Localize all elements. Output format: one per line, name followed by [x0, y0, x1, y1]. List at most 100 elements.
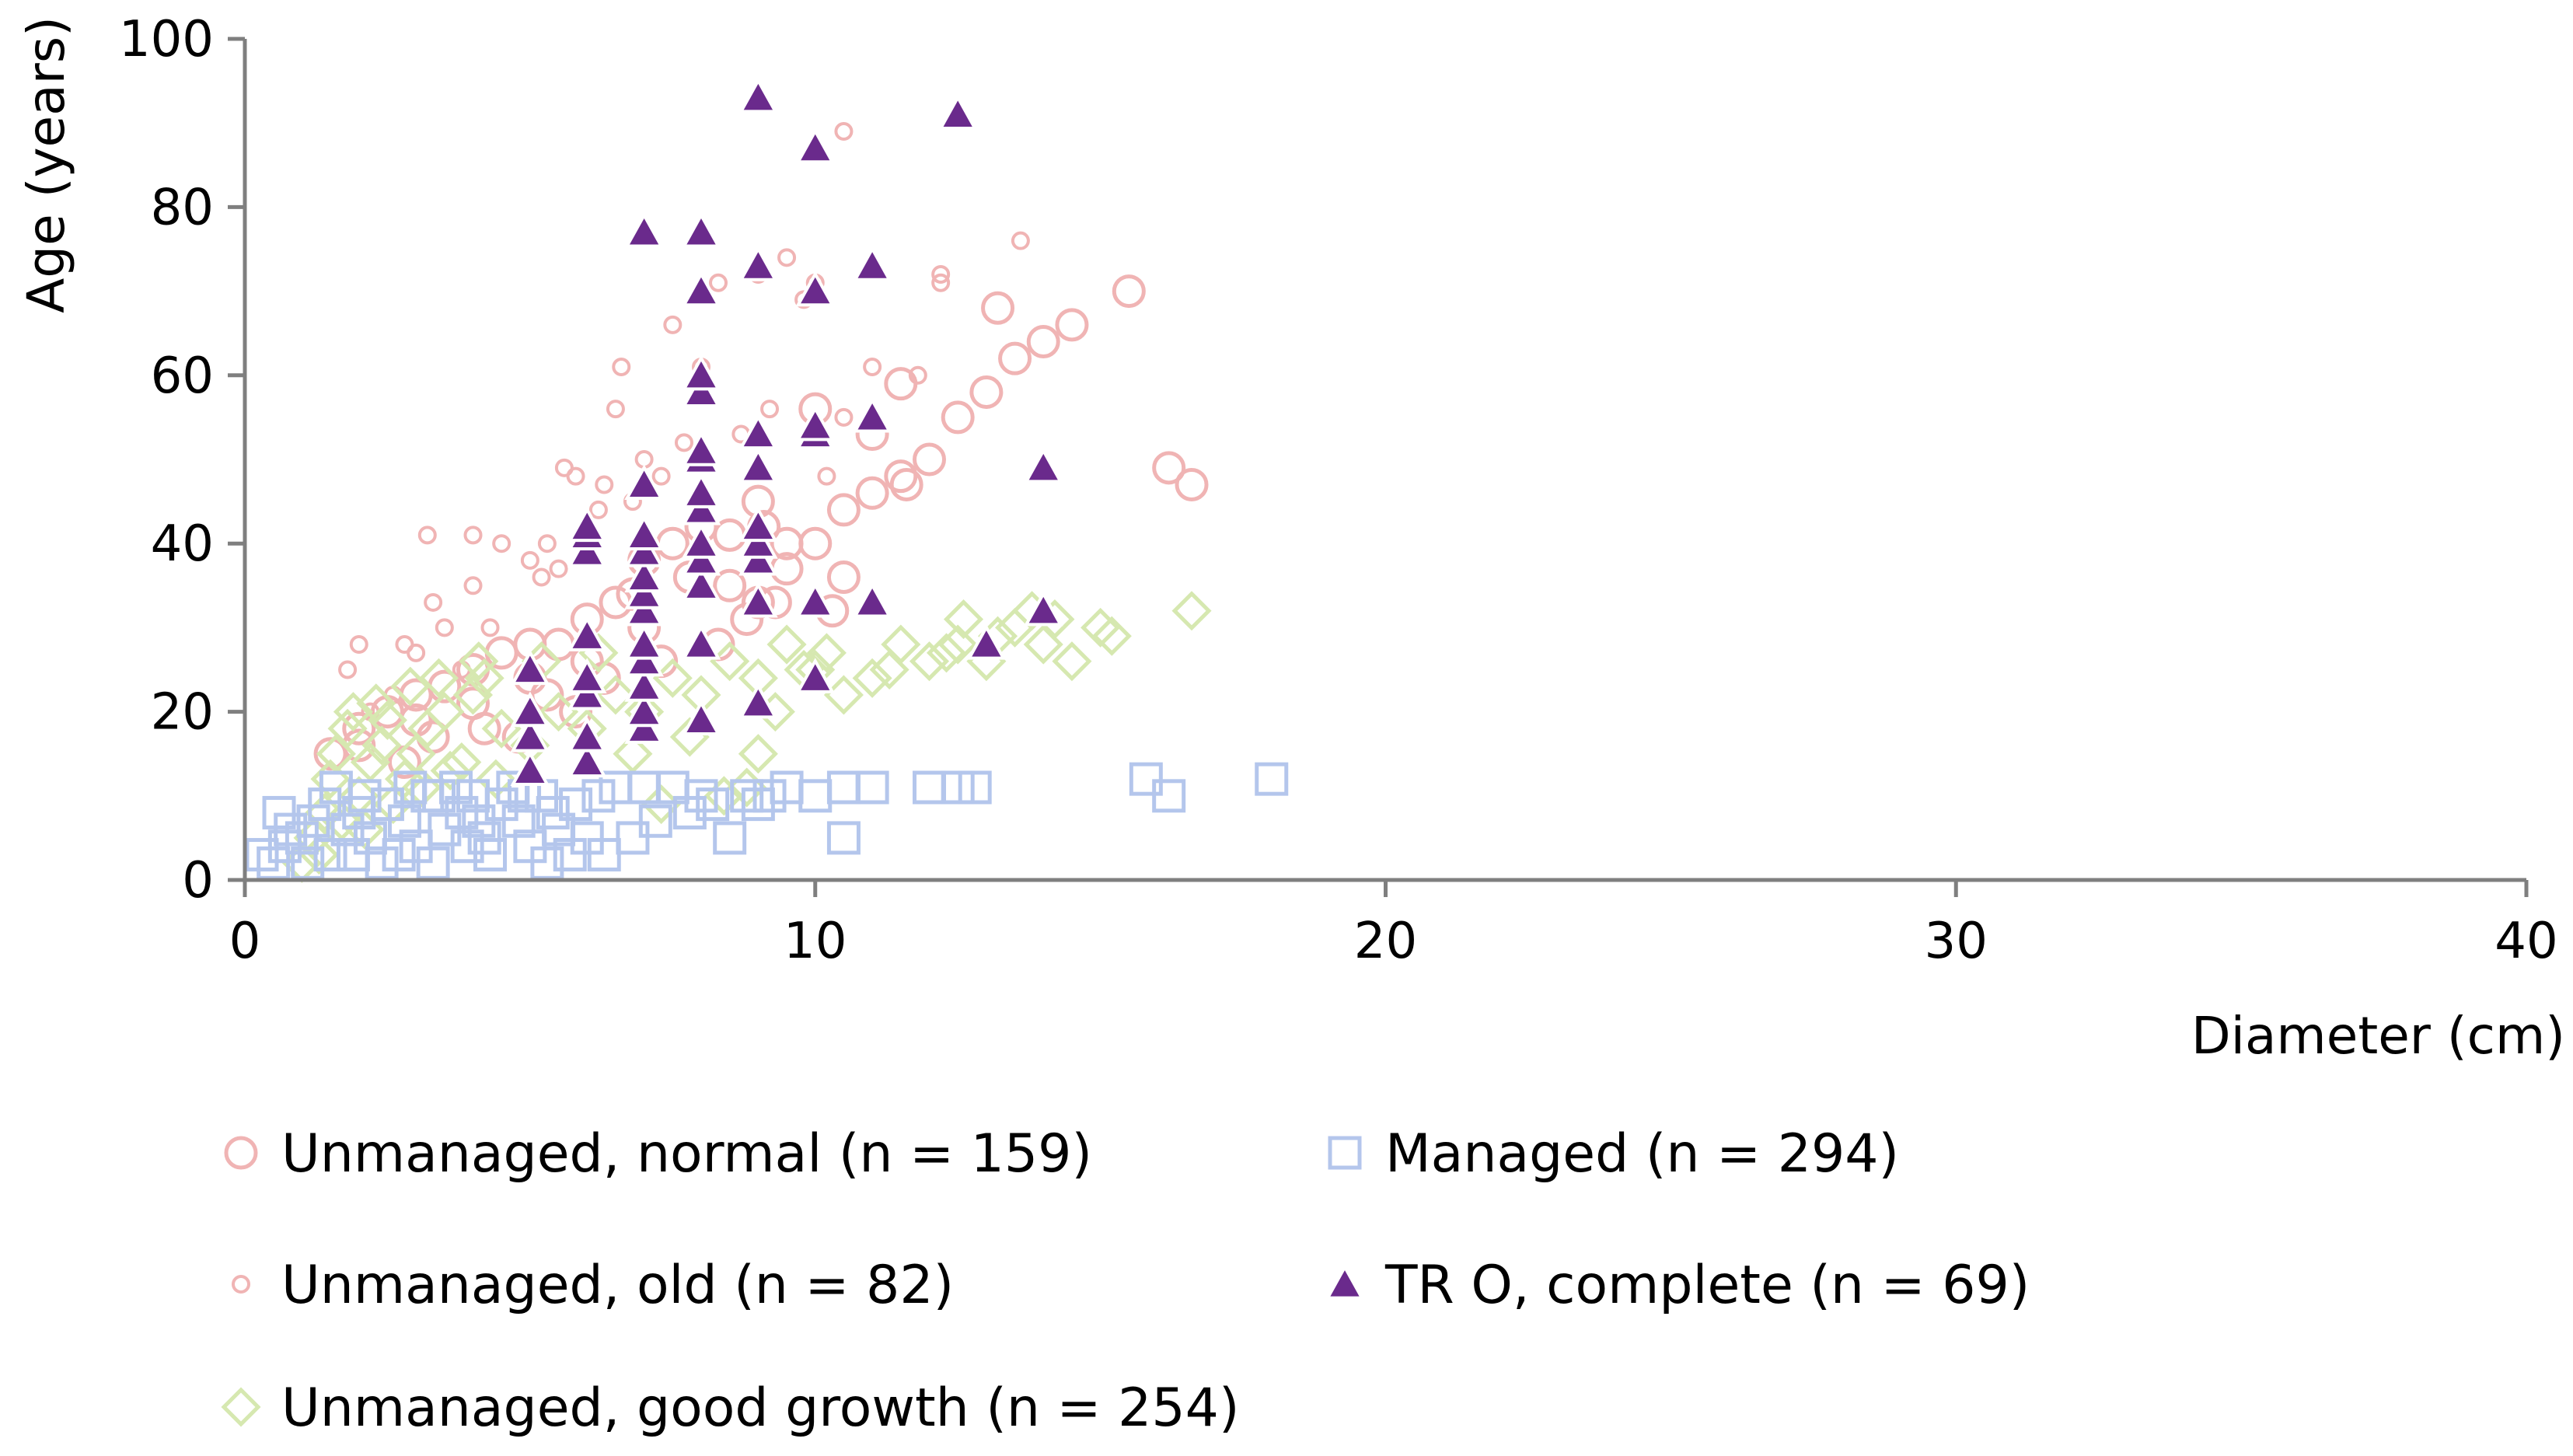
point-managed [267, 829, 302, 864]
point-good [881, 624, 921, 665]
point-tro [624, 557, 665, 593]
point-managed [467, 821, 501, 855]
point-tro [738, 414, 778, 450]
point-managed [365, 846, 399, 880]
point-managed [913, 770, 946, 805]
point-normal [941, 400, 975, 435]
point-managed [513, 829, 547, 864]
point-managed [382, 838, 416, 872]
point-tro [510, 649, 550, 686]
point-managed [308, 787, 342, 822]
point-managed [1129, 762, 1163, 796]
point-tro [795, 581, 836, 618]
point-tro [567, 716, 607, 752]
point-normal [1026, 325, 1060, 359]
point-old [566, 466, 585, 486]
point-managed [826, 821, 861, 855]
point-tro [624, 515, 665, 550]
legend-marker-normal [224, 1136, 258, 1170]
point-tro [681, 523, 721, 559]
point-managed [638, 804, 672, 838]
point-normal [467, 711, 501, 745]
point-old [817, 466, 836, 486]
point-managed [496, 770, 530, 805]
point-old [595, 475, 614, 494]
point-old [537, 534, 557, 553]
point-normal [542, 627, 576, 662]
point-old [908, 365, 927, 385]
point-managed [370, 787, 404, 822]
point-good [333, 692, 373, 732]
y-tick-label: 20 [151, 684, 214, 742]
point-managed [770, 770, 804, 805]
y-axis-title: Age (years) [16, 16, 76, 313]
point-good [652, 658, 693, 698]
point-managed [462, 804, 496, 838]
point-old [492, 534, 511, 553]
point-good [452, 675, 494, 715]
point-good [418, 658, 459, 698]
point-managed [941, 770, 975, 805]
point-managed [484, 787, 518, 822]
point-old [349, 635, 368, 655]
point-tro [795, 271, 836, 307]
point-old [777, 248, 797, 267]
point-managed [438, 770, 473, 805]
point-tro [738, 506, 778, 543]
point-good [1091, 616, 1132, 656]
point-tro [1023, 590, 1063, 627]
x-tick-label: 10 [784, 913, 847, 970]
x-tick-label: 20 [1354, 913, 1417, 970]
point-good [995, 607, 1035, 648]
point-tro [510, 716, 550, 752]
point-good [1171, 591, 1212, 631]
point-tro [681, 565, 721, 601]
point-good [943, 599, 984, 640]
point-tro [567, 742, 607, 778]
point-old [931, 264, 951, 284]
point-tro [795, 127, 836, 164]
point-good [766, 624, 807, 665]
point-normal [981, 291, 1015, 325]
y-tick-label: 0 [182, 852, 214, 910]
point-normal [1175, 467, 1209, 501]
point-old [760, 400, 780, 419]
point-managed [730, 779, 764, 813]
point-managed [855, 770, 889, 805]
point-managed [627, 770, 662, 805]
legend-marker-managed [1328, 1136, 1362, 1170]
point-managed [587, 838, 621, 872]
point-managed [257, 846, 291, 880]
point-old [709, 273, 728, 292]
point-tro [937, 94, 978, 130]
point-managed [616, 821, 650, 855]
point-tro [738, 581, 778, 618]
point-old [520, 550, 539, 570]
point-normal [969, 375, 1004, 409]
point-managed [672, 795, 707, 829]
y-tick-label: 60 [151, 347, 214, 405]
point-tro [1023, 447, 1063, 484]
point-managed [245, 838, 279, 872]
point-tro [624, 691, 665, 728]
point-good [361, 725, 402, 766]
y-tick-label: 40 [151, 515, 214, 573]
point-tro [567, 506, 607, 543]
point-managed [274, 812, 308, 847]
point-old [480, 618, 500, 637]
point-managed [696, 787, 730, 822]
point-tro [681, 431, 721, 466]
point-old [435, 618, 454, 637]
point-managed [559, 787, 593, 822]
point-good [937, 624, 978, 665]
point-managed [473, 838, 508, 872]
point-tro [852, 581, 892, 618]
point-normal [342, 711, 376, 745]
legend-marker-tro [1325, 1263, 1365, 1300]
point-normal [798, 526, 833, 560]
point-good [459, 641, 499, 682]
point-managed [1152, 779, 1186, 813]
point-tro [681, 473, 721, 508]
point-old [532, 567, 551, 587]
